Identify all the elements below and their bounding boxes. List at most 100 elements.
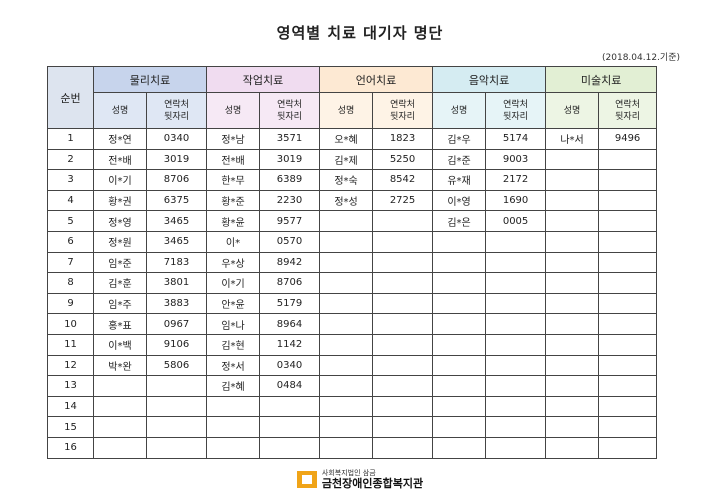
row-number: 8 [47, 272, 94, 294]
speech-name-cell: 김*제 [319, 148, 374, 171]
art-name-cell [545, 169, 600, 191]
art-phone-cell [598, 333, 658, 356]
occupational-phone-cell [259, 395, 321, 418]
occupational-phone-cell: 3019 [259, 148, 321, 171]
row-number: 4 [47, 189, 94, 212]
occupational-phone-cell: 6389 [259, 169, 321, 191]
table-row: 12 박*완 5806 정*서 0340 [47, 354, 658, 377]
music-phone-cell: 2172 [485, 169, 547, 191]
art-name-cell [545, 210, 600, 232]
occupational-name-cell: 우*상 [206, 251, 261, 274]
music-name-cell: 유*재 [432, 169, 487, 191]
speech-phone-cell [372, 210, 434, 232]
footer: 사회복지법인 삼금 금천장애인종합복지관 [0, 469, 720, 492]
row-number: 10 [47, 313, 94, 335]
physical-phone-cell [145, 395, 208, 418]
music-phone-cell [485, 272, 547, 294]
music-phone-cell [485, 230, 547, 253]
physical-phone-cell [145, 436, 208, 459]
speech-name-cell [319, 354, 374, 377]
physical-name-cell: 황*권 [93, 189, 147, 212]
music-name-cell: 김*은 [432, 210, 487, 232]
row-number: 2 [47, 148, 94, 171]
row-number: 16 [47, 436, 94, 459]
art-phone-cell [598, 230, 658, 253]
occupational-name-cell: 김*혜 [206, 375, 261, 397]
speech-phone-cell [372, 416, 434, 438]
row-number: 11 [47, 333, 94, 356]
row-number: 14 [47, 395, 94, 418]
physical-name-cell: 정*연 [93, 128, 147, 150]
seq-header: 순번 [47, 66, 94, 129]
physical-phone-cell: 9106 [145, 333, 208, 356]
phone-header-line1: 연락처 [503, 99, 528, 110]
art-phone-cell [598, 375, 658, 397]
speech-phone-cell [372, 375, 434, 397]
name-header: 성명 [93, 92, 147, 129]
physical-name-cell: 임*주 [93, 292, 147, 315]
speech-name-cell: 정*성 [319, 189, 374, 212]
table-row: 7 임*준 7183 우*상 8942 [47, 251, 658, 274]
phone-header-line2: 뒷자리 [390, 111, 415, 122]
speech-name-cell [319, 230, 374, 253]
occupational-phone-cell: 8942 [259, 251, 321, 274]
art-phone-cell [598, 416, 658, 438]
speech-phone-cell [372, 272, 434, 294]
occupational-phone-cell [259, 436, 321, 459]
music-phone-cell: 5174 [485, 128, 547, 150]
waitlist-table: 순번 물리치료 작업치료 언어치료 음악치료 미술치료 성명 연락처 뒷자리 성명… [47, 66, 658, 459]
row-number: 9 [47, 292, 94, 315]
row-number: 3 [47, 169, 94, 191]
speech-name-cell [319, 333, 374, 356]
group-physical-therapy: 물리치료 [92, 66, 208, 93]
table-row: 2 전*배 3019 전*배 3019 김*제 5250 김*준 9003 [47, 148, 658, 171]
occupational-phone-cell: 1142 [259, 333, 321, 356]
music-name-cell [432, 375, 487, 397]
occupational-phone-cell: 3571 [259, 128, 321, 150]
speech-phone-cell [372, 251, 434, 274]
phone-header: 연락처 뒷자리 [485, 92, 547, 129]
music-phone-cell [485, 354, 547, 377]
music-phone-cell [485, 333, 547, 356]
row-number: 1 [47, 128, 94, 150]
table-row: 16 [47, 436, 658, 459]
row-number: 12 [47, 354, 94, 377]
speech-name-cell [319, 251, 374, 274]
art-name-cell [545, 313, 600, 335]
name-header: 성명 [206, 92, 261, 129]
physical-phone-cell: 0967 [145, 313, 208, 335]
phone-header-line1: 연락처 [164, 99, 189, 110]
speech-name-cell [319, 210, 374, 232]
occupational-phone-cell: 2230 [259, 189, 321, 212]
physical-phone-cell: 8706 [145, 169, 208, 191]
occupational-name-cell: 정*서 [206, 354, 261, 377]
table-row: 13 김*혜 0484 [47, 375, 658, 397]
art-name-cell [545, 354, 600, 377]
name-header: 성명 [545, 92, 600, 129]
physical-name-cell: 이*백 [93, 333, 147, 356]
group-header-row: 순번 물리치료 작업치료 언어치료 음악치료 미술치료 [47, 66, 658, 129]
table-row: 14 [47, 395, 658, 418]
art-name-cell [545, 148, 600, 171]
music-name-cell [432, 416, 487, 438]
row-number: 13 [47, 375, 94, 397]
row-number: 5 [47, 210, 94, 232]
group-speech-therapy: 언어치료 [319, 66, 434, 93]
occupational-phone-cell: 8964 [259, 313, 321, 335]
occupational-name-cell: 황*준 [206, 189, 261, 212]
speech-phone-cell [372, 354, 434, 377]
group-art-therapy: 미술치료 [545, 66, 658, 93]
physical-phone-cell [145, 375, 208, 397]
physical-name-cell: 전*배 [93, 148, 147, 171]
group-occupational-therapy: 작업치료 [206, 66, 321, 93]
music-name-cell [432, 354, 487, 377]
phone-header: 연락처 뒷자리 [372, 92, 434, 129]
art-phone-cell [598, 251, 658, 274]
speech-phone-cell [372, 230, 434, 253]
occupational-phone-cell: 0340 [259, 354, 321, 377]
speech-name-cell [319, 292, 374, 315]
phone-header-line1: 연락처 [615, 99, 640, 110]
art-name-cell [545, 375, 600, 397]
art-phone-cell [598, 210, 658, 232]
group-music-therapy: 음악치료 [432, 66, 547, 93]
